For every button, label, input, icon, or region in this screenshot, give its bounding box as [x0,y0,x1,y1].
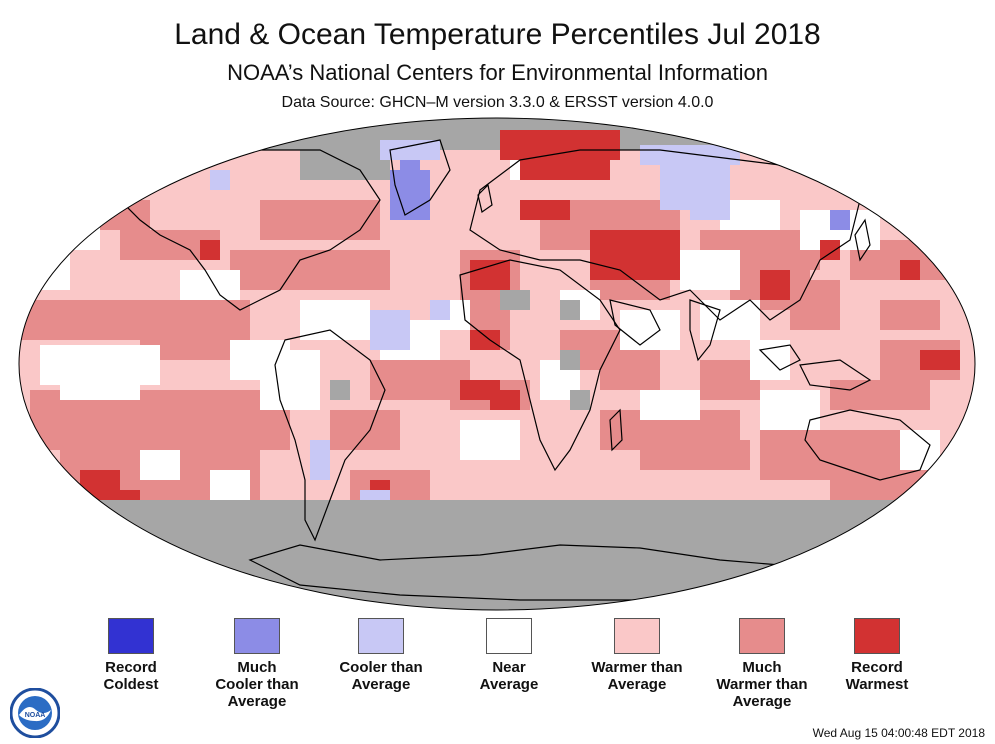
map-subtitle: NOAA’s National Centers for Environmenta… [227,60,768,85]
noaa-logo: NOAA [10,688,60,738]
coastline [804,409,931,481]
grid-cell [830,380,930,410]
grid-cell [300,150,390,180]
grid-cell [330,380,350,400]
grid-cell [380,140,440,160]
grid-cell [640,440,750,470]
grid-cell [370,310,410,350]
grid-cell [260,200,380,240]
coastline [689,299,721,362]
grid-cell [230,250,390,290]
grid-cell [900,260,920,280]
grid-cell [40,345,160,385]
grid-cell [790,280,840,330]
grid-cell [200,150,280,170]
grid-cell [820,240,840,260]
grid-cell [570,390,590,410]
coastline [799,359,872,391]
grid-cell [760,270,790,300]
grid-cell [330,410,400,450]
logo-text: NOAA [25,712,46,719]
grid-cell [200,240,220,260]
coastline [609,408,623,452]
timestamp: Wed Aug 15 04:00:48 EDT 2018 [812,726,985,740]
map-title: Land & Ocean Temperature Percentiles Jul… [174,18,821,51]
grid-cell [680,250,740,290]
data-source: Data Source: GHCN–M version 3.3.0 & ERSS… [281,94,714,111]
coastline [758,344,801,371]
grid-cell [760,390,820,430]
coastline [389,139,451,216]
grid-cell [260,350,320,410]
coastline [477,183,493,213]
grid-cell [19,500,975,610]
map-border [18,117,976,611]
grid-cell [310,440,330,480]
grid-cell [90,200,150,230]
grid-cell [500,130,620,160]
grid-cell [180,270,240,300]
grid-cell [690,200,730,220]
coastline [609,299,661,346]
grid-cell [560,300,580,320]
grid-cell [490,390,520,410]
grid-cell [60,220,100,250]
grid-cell [520,200,570,220]
grid-cell [460,420,520,460]
coastline [944,468,961,502]
coastline [469,149,861,321]
grid-cell [19,118,975,150]
grid-cell [140,450,180,480]
grid-cell [470,260,510,290]
grid-cell [920,350,960,370]
grid-cell [590,230,680,280]
grid-cell [60,380,140,400]
grid-cell [640,145,740,165]
logo-bird-icon [19,706,51,722]
coastline [854,218,871,262]
coastline [459,259,621,472]
grid-cell [210,170,230,190]
grid-cell [470,330,500,350]
grid-cell [560,350,580,370]
grid-cell [830,210,850,230]
grid-cell [600,360,660,390]
grid-cell [500,290,530,310]
grid-cell [620,310,680,350]
grid-cell [640,390,700,420]
grid-cell [880,300,940,330]
grid-cell [430,300,450,320]
coastline [274,329,386,542]
